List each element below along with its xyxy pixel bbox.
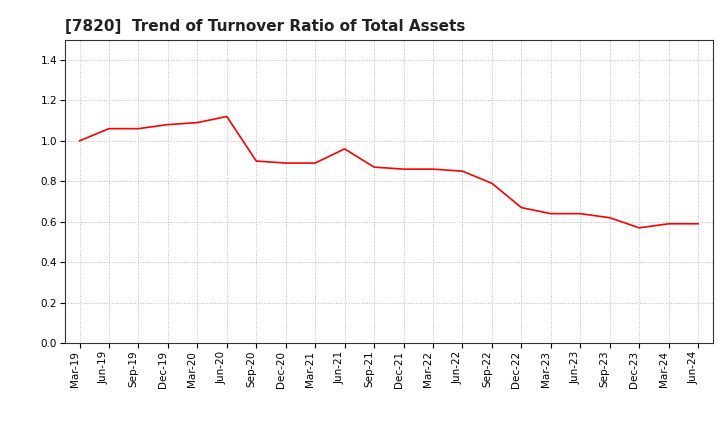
Text: [7820]  Trend of Turnover Ratio of Total Assets: [7820] Trend of Turnover Ratio of Total … <box>65 19 465 34</box>
